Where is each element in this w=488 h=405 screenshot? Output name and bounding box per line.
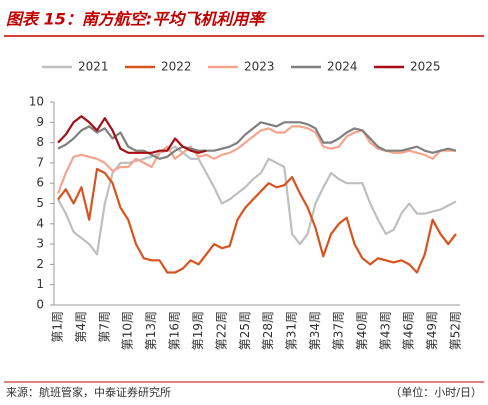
y-tick-label: 10 — [29, 95, 44, 109]
series-line — [56, 125, 456, 194]
x-tick-label: 第10周 — [121, 311, 135, 350]
chart-title: 图表 15：南方航空:平均飞机利用率 — [6, 10, 267, 29]
legend-label: 2023 — [244, 60, 275, 74]
x-tick-label: 第28周 — [261, 311, 275, 350]
x-tick-label: 第7周 — [97, 311, 111, 343]
x-tick-label: 第13周 — [144, 311, 158, 350]
x-tick-label: 第40周 — [355, 311, 369, 350]
legend-label: 2021 — [78, 60, 109, 74]
legend-label: 2024 — [327, 60, 358, 74]
x-tick-label: 第37周 — [331, 311, 345, 350]
y-tick-label: 3 — [36, 237, 44, 251]
series-line — [57, 121, 457, 160]
y-tick-label: 7 — [36, 155, 44, 169]
series-line — [57, 145, 457, 256]
series-line — [57, 167, 457, 274]
x-tick-label: 第46周 — [402, 311, 416, 350]
x-tick-label: 第19周 — [191, 311, 205, 350]
unit: （单位：小时/日） — [390, 385, 482, 399]
legend-label: 2025 — [410, 60, 441, 74]
y-tick-label: 6 — [36, 176, 44, 190]
y-tick-label: 1 — [36, 277, 44, 291]
y-tick-label: 4 — [36, 216, 44, 230]
x-tick-label: 第16周 — [168, 311, 182, 350]
y-tick-label: 8 — [36, 135, 44, 149]
legend-label: 2022 — [161, 60, 192, 74]
x-tick-label: 第25周 — [238, 311, 252, 350]
y-tick-label: 2 — [36, 257, 44, 271]
y-tick-label: 9 — [36, 115, 44, 129]
series-line — [57, 115, 207, 154]
source: 来源：航班管家，中泰证券研究所 — [6, 385, 171, 399]
x-tick-label: 第43周 — [378, 311, 392, 350]
x-tick-label: 第4周 — [74, 311, 88, 343]
y-tick-label: 5 — [36, 196, 44, 210]
x-tick-label: 第22周 — [214, 311, 228, 350]
y-tick-label: 0 — [36, 298, 44, 312]
x-tick-label: 第49周 — [425, 311, 439, 350]
x-tick-label: 第31周 — [285, 311, 299, 350]
x-tick-label: 第52周 — [449, 311, 463, 350]
x-tick-label: 第34周 — [308, 311, 322, 350]
x-tick-label: 第1周 — [51, 311, 65, 343]
